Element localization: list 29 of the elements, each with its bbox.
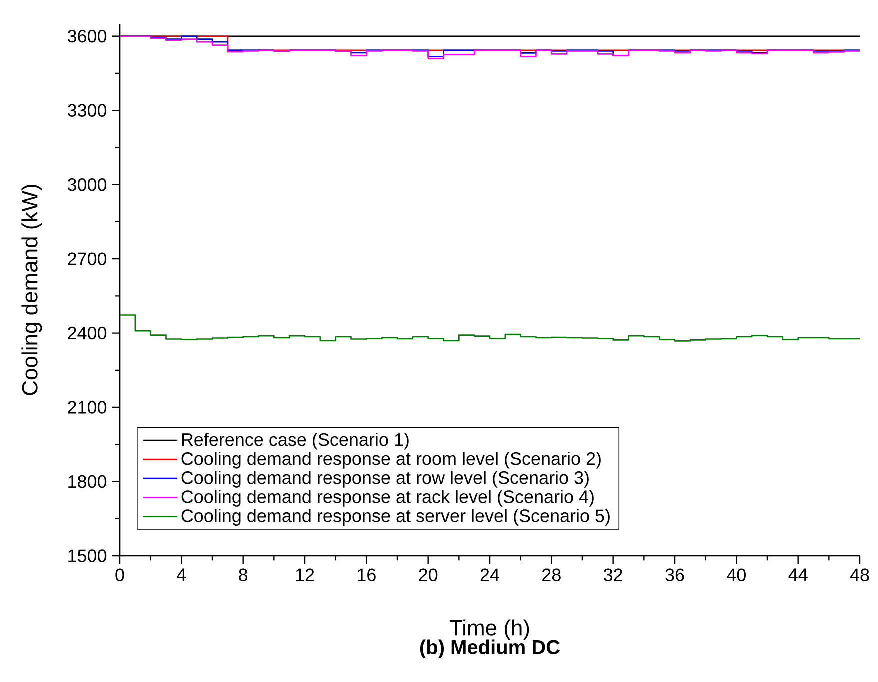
text: (b) Medium DC	[420, 640, 560, 658]
x-tick-label: 44	[788, 568, 808, 582]
x-axis-title: Time (h)	[450, 620, 530, 640]
y-tick-label: 1500	[68, 550, 107, 562]
x-tick-label: 36	[666, 568, 684, 582]
x-tick-label: 24	[480, 568, 500, 582]
x-tick-label: 4	[177, 568, 186, 582]
y-tick-label: 1800	[68, 475, 107, 488]
x-tick-label: 0	[116, 568, 124, 582]
y-axis-title: Cooling demand (kW)	[22, 185, 42, 396]
x-tick-label: 20	[419, 568, 438, 582]
legend-label: Reference case (Scenario 1)	[182, 432, 409, 450]
x-tick-label: 48	[850, 568, 870, 582]
x-tick-label: 16	[358, 568, 376, 582]
x-tick-label: 28	[542, 568, 561, 582]
y-tick-label: 2400	[68, 326, 107, 340]
legend-label: Cooling demand response at room level (Scenario 2)	[182, 452, 601, 469]
legend-label: Cooling demand response at row level (Scenario 3)	[182, 471, 589, 488]
x-tick-label: 8	[239, 568, 248, 582]
x-tick-label: 12	[296, 568, 314, 582]
y-tick-label: 3000	[68, 178, 107, 192]
y-tick-label: 2700	[68, 252, 107, 266]
x-tick-label: 40	[727, 568, 746, 582]
legend-label: Cooling demand response at rack level (Scenario 4)	[182, 490, 594, 507]
y-tick-label: 2100	[68, 401, 107, 414]
x-tick-label: 32	[604, 568, 622, 582]
y-tick-label: 3600	[68, 30, 107, 43]
legend-label: Cooling demand response at server level (Scenario 5)	[182, 509, 610, 526]
y-tick-label: 3300	[68, 104, 107, 117]
